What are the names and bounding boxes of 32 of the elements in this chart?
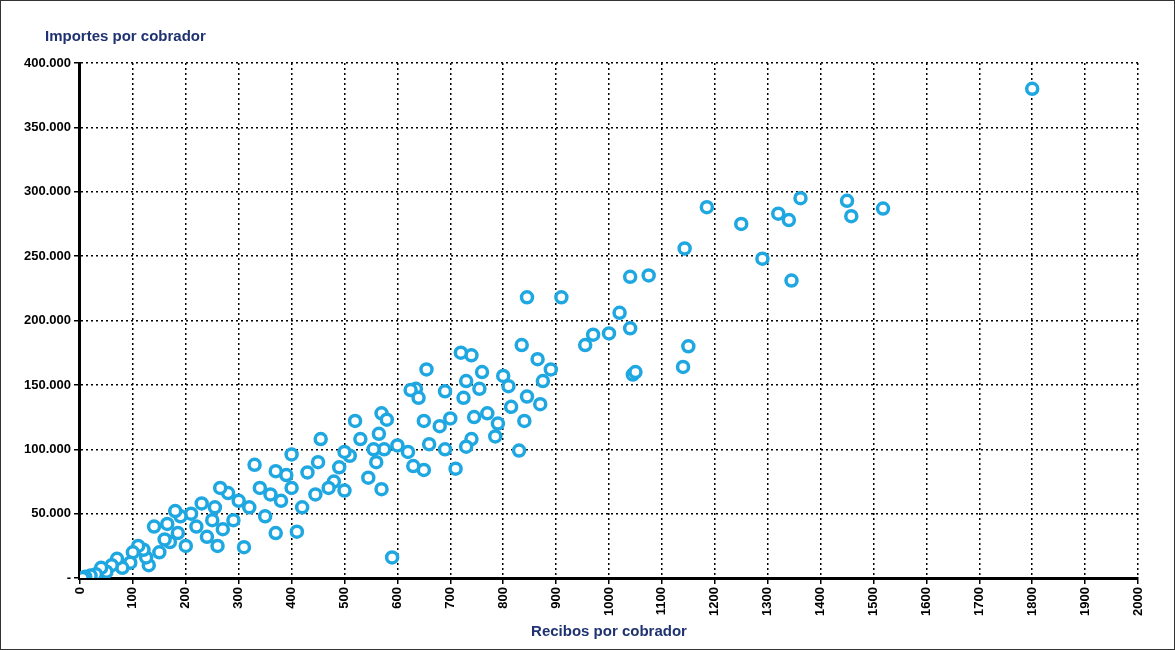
- x-tick-label: 1400: [812, 587, 828, 616]
- x-tick-label: 1100: [653, 587, 669, 616]
- x-tick-label: 800: [494, 587, 510, 609]
- x-tick-label: 1200: [706, 587, 722, 616]
- y-axis-title: Importes por cobrador: [45, 27, 206, 44]
- x-tick-label: 1900: [1076, 587, 1092, 616]
- x-tick-label: 700: [441, 587, 457, 609]
- y-tick-label: 300.000: [23, 183, 71, 199]
- x-tick-label: 2000: [1129, 587, 1145, 616]
- y-tick-label: 100.000: [23, 440, 71, 456]
- y-tick-label: 50.000: [31, 505, 71, 521]
- x-tick-label: 600: [388, 587, 404, 609]
- x-tick-label: 1000: [600, 587, 616, 616]
- y-tick-label: 400.000: [23, 54, 71, 70]
- x-tick-label: 900: [547, 587, 563, 609]
- x-tick-label: 400: [283, 587, 299, 609]
- y-tick-label: 200.000: [23, 312, 71, 328]
- x-tick-label: 1500: [865, 587, 881, 616]
- y-tick-label: 150.000: [23, 376, 71, 392]
- x-tick-label: 1700: [970, 587, 986, 616]
- x-tick-label: 1600: [917, 587, 933, 616]
- x-tick-label: 300: [230, 587, 246, 609]
- x-tick-label: 100: [124, 587, 140, 609]
- x-tick-label: 1300: [759, 587, 775, 616]
- x-tick-label: 1800: [1023, 587, 1039, 616]
- y-tick-label: -: [66, 569, 71, 585]
- x-axis-title: Recibos por cobrador: [531, 622, 688, 640]
- x-tick-label: 0: [71, 587, 87, 595]
- y-tick-label: 350.000: [23, 118, 71, 134]
- x-tick-label: 200: [177, 587, 193, 609]
- x-tick-label: 500: [336, 587, 352, 609]
- y-tick-label: 250.000: [23, 247, 71, 263]
